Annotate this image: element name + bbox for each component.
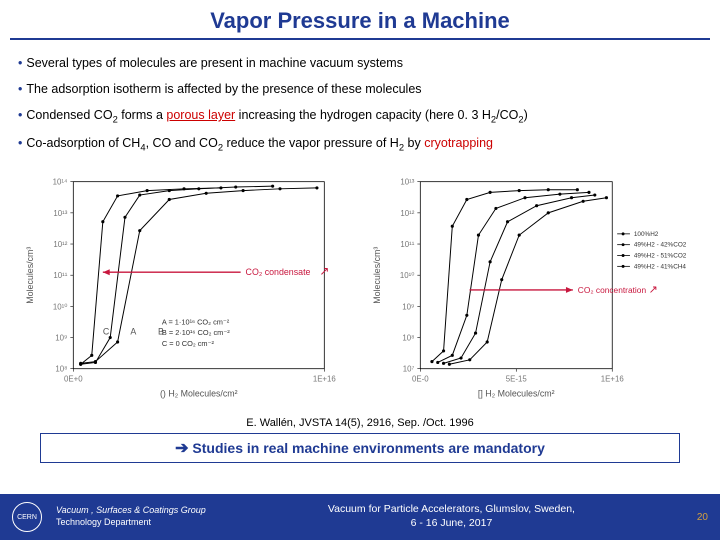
svg-text:10¹²: 10¹² [53,240,67,249]
bullet-2: •The adsorption isotherm is affected by … [18,76,702,102]
bullet-3: •Condensed CO2 forms a porous layer incr… [18,102,702,130]
bullet-4: •Co-adsorption of CH4, CO and CO2 reduce… [18,130,702,158]
svg-text:10¹¹: 10¹¹ [400,240,414,249]
charts-row: 10⁸ 10⁹ 10¹⁰ 10¹¹ 10¹² 10¹³ 10¹⁴ 0E+0 1E+16 Molec… [0,158,720,413]
svg-text:100%H2: 100%H2 [634,231,659,238]
svg-text:5E-15: 5E-15 [506,375,528,384]
svg-text:A: A [130,327,136,337]
footer-group-line1: Vacuum , Surfaces & Coatings Group [56,505,216,517]
svg-text:B = 2·10¹⁶ CO₂ cm⁻²: B = 2·10¹⁶ CO₂ cm⁻² [162,329,230,338]
svg-text:10¹³: 10¹³ [400,178,414,187]
footer-conf-line1: Vacuum for Particle Accelerators, Glumsl… [216,503,687,517]
chart-left: 10⁸ 10⁹ 10¹⁰ 10¹¹ 10¹² 10¹³ 10¹⁴ 0E+0 1E+16 Molec… [18,162,355,413]
bullet-1: •Several types of molecules are present … [18,50,702,76]
svg-text:↗: ↗ [649,284,658,296]
svg-text:C = 0 CO₂ cm⁻²: C = 0 CO₂ cm⁻² [162,339,215,348]
svg-text:10¹⁴: 10¹⁴ [53,178,68,187]
svg-text:10⁹: 10⁹ [55,334,67,343]
bullet-4-text: Co-adsorption of CH4, CO and CO2 reduce … [26,130,493,158]
slide-title: Vapor Pressure in a Machine [0,0,720,34]
svg-text:↗: ↗ [319,265,329,279]
svg-text:49%H2 - 42%CO2: 49%H2 - 42%CO2 [634,242,687,249]
svg-text:49%H2 - 41%CH4: 49%H2 - 41%CH4 [634,264,687,271]
bullet-list: •Several types of molecules are present … [0,50,720,159]
svg-text:10⁸: 10⁸ [55,365,67,374]
svg-text:10¹¹: 10¹¹ [53,272,67,281]
svg-text:10⁷: 10⁷ [403,365,415,374]
svg-text:10¹⁰: 10¹⁰ [53,303,68,312]
svg-text:[] H₂ Molecules/cm²: [] H₂ Molecules/cm² [478,389,555,399]
svg-text:10⁸: 10⁸ [402,334,414,343]
svg-text:C: C [103,327,110,337]
footer-group: Vacuum , Surfaces & Coatings Group Techn… [56,505,216,528]
svg-text:Molecules/cm³: Molecules/cm³ [25,247,35,304]
svg-text:49%H2 - 51%CO2: 49%H2 - 51%CO2 [634,253,687,260]
arrow-icon: ➔ [175,440,188,457]
footer-conference: Vacuum for Particle Accelerators, Glumsl… [216,503,687,530]
svg-text:A = 1·10¹⁶ CO₂ cm⁻²: A = 1·10¹⁶ CO₂ cm⁻² [162,318,230,327]
svg-text:10⁹: 10⁹ [402,303,414,312]
bullet-1-text: Several types of molecules are present i… [26,50,403,76]
footer-bar: CERN Vacuum , Surfaces & Coatings Group … [0,494,720,540]
footer-conf-line2: 6 - 16 June, 2017 [216,517,687,531]
footer-group-line2: Technology Department [56,517,216,529]
conclusion-box: ➔ Studies in real machine environments a… [40,433,680,463]
svg-text:() H₂ Molecules/cm²: () H₂ Molecules/cm² [160,389,238,399]
svg-text:0E-0: 0E-0 [412,375,429,384]
conclusion-text: Studies in real machine environments are… [192,440,544,456]
svg-text:CO₂ concentration: CO₂ concentration [578,285,647,295]
svg-text:10¹⁰: 10¹⁰ [400,272,415,281]
chart-right: 10⁷ 10⁸ 10⁹ 10¹⁰ 10¹¹ 10¹² 10¹³ 0E-0 5E-15 1E+16 M… [365,162,702,413]
bullet-3-text: Condensed CO2 forms a porous layer incre… [26,102,527,130]
bullet-2-text: The adsorption isotherm is affected by t… [26,76,421,102]
cern-logo-icon: CERN [12,502,42,532]
svg-text:1E+16: 1E+16 [601,375,625,384]
svg-text:Molecules/cm³: Molecules/cm³ [372,247,382,304]
svg-text:10¹³: 10¹³ [53,209,67,218]
svg-text:10¹²: 10¹² [400,209,414,218]
svg-text:CO₂ condensate: CO₂ condensate [246,268,311,278]
page-number: 20 [697,512,708,523]
title-underline [10,38,710,40]
citation-text: E. Wallén, JVSTA 14(5), 2916, Sep. /Oct.… [0,417,720,429]
svg-text:0E+0: 0E+0 [64,375,83,384]
svg-text:1E+16: 1E+16 [313,375,337,384]
